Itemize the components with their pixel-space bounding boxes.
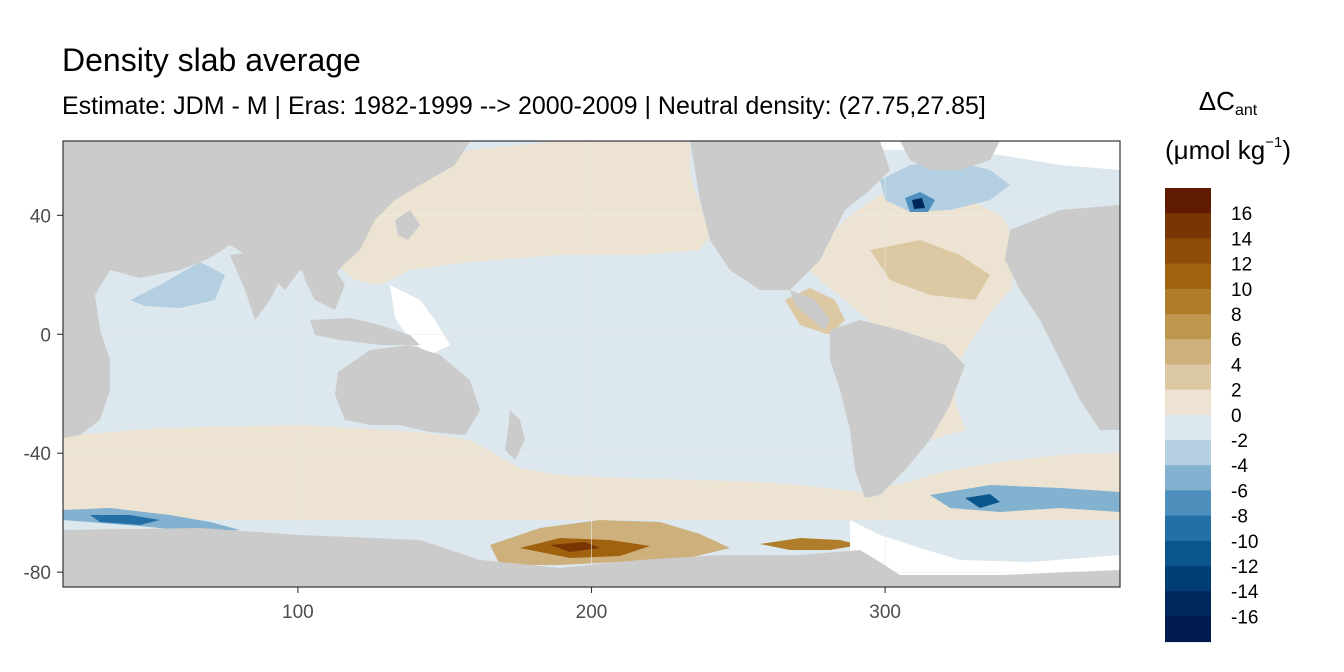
legend-swatch	[1165, 263, 1211, 290]
legend-swatch	[1165, 414, 1211, 441]
y-tick-label: -40	[24, 444, 51, 465]
y-axis: 40 0 -40 -80	[24, 206, 63, 584]
legend-unit-sup: −1	[1265, 134, 1283, 151]
legend-unit-suffix: )	[1282, 135, 1291, 165]
land-central-america	[790, 290, 830, 330]
legend-label: -6	[1231, 481, 1248, 502]
missing-data-area	[850, 520, 1120, 587]
arabian-sea-region	[130, 262, 225, 308]
legend-swatch	[1165, 465, 1211, 491]
x-tick-label: 200	[576, 602, 608, 623]
legend-swatch	[1165, 616, 1211, 643]
land-eurasia-africa	[63, 141, 470, 438]
legend-label: -14	[1231, 582, 1259, 603]
legend-unit-prefix: (μmol kg	[1165, 135, 1266, 165]
missing-data-area	[390, 285, 450, 355]
legend-label: 0	[1231, 406, 1242, 427]
legend-swatch	[1165, 238, 1211, 265]
map-panel	[63, 141, 1120, 587]
legend-label: -16	[1231, 607, 1258, 628]
north-atlantic-region	[800, 185, 1020, 440]
indian-sector-streak-core	[90, 515, 160, 525]
chart-subtitle: Estimate: JDM - M | Eras: 1982-1999 --> …	[62, 92, 986, 120]
legend-swatch	[1165, 364, 1211, 391]
legend-label: -10	[1231, 532, 1258, 553]
legend-swatch	[1165, 490, 1211, 517]
legend-label: 14	[1231, 229, 1253, 250]
land-greenland	[900, 141, 1000, 170]
atlantic-patch	[870, 240, 990, 300]
legend-swatch	[1165, 188, 1211, 214]
land-indochina	[300, 260, 345, 310]
land-japan	[395, 210, 420, 240]
legend: 16 14 12 10 8 6 4 2 0 -2 -4 -6 -8 -10 -12 -14 -16	[1165, 188, 1259, 643]
legend-label: 4	[1231, 355, 1242, 376]
legend-label: 10	[1231, 280, 1252, 301]
land-antarctica	[63, 528, 1120, 587]
land-masses	[63, 141, 1120, 587]
legend-swatch	[1165, 591, 1211, 617]
legend-label: 16	[1231, 204, 1252, 225]
x-tick-label: 300	[869, 602, 901, 623]
chart-title: Density slab average	[62, 42, 361, 78]
legend-swatch	[1165, 339, 1211, 365]
legend-swatch	[1165, 314, 1211, 340]
land-new-zealand	[505, 410, 525, 460]
land-africa-east	[1005, 205, 1120, 430]
y-tick-label: 40	[30, 206, 51, 227]
legend-title-subscript: ant	[1234, 102, 1258, 119]
legend-swatch	[1165, 389, 1211, 416]
land-india	[230, 250, 285, 320]
legend-swatch	[1165, 213, 1211, 239]
x-axis: 100 200 300	[282, 587, 901, 623]
land-north-america	[690, 141, 890, 290]
x-tick-label: 100	[282, 602, 314, 623]
land-australia	[335, 345, 480, 435]
legend-label: -8	[1231, 507, 1248, 528]
ross-shelf-max	[550, 542, 600, 552]
legend-label: -4	[1231, 456, 1248, 477]
y-tick-label: 0	[40, 325, 51, 346]
y-tick-label: -80	[24, 563, 51, 584]
legend-label: -2	[1231, 431, 1248, 452]
legend-title-main: ΔC	[1198, 86, 1235, 116]
atlantic-sector-streak-core	[965, 494, 1000, 508]
legend-swatch	[1165, 440, 1211, 466]
legend-swatch	[1165, 566, 1211, 592]
southern-ocean-band	[63, 425, 1120, 520]
land-south-america	[830, 320, 965, 498]
legend-title: ΔCant	[1140, 86, 1316, 120]
legend-swatch	[1165, 515, 1211, 542]
legend-swatch	[1165, 288, 1211, 315]
legend-label: 2	[1231, 381, 1242, 402]
legend-swatch	[1165, 540, 1211, 567]
legend-label: 6	[1231, 330, 1242, 351]
legend-label: -12	[1231, 557, 1258, 578]
bellingshausen-region	[760, 538, 860, 550]
land-indonesia	[310, 318, 420, 345]
legend-label: 8	[1231, 305, 1242, 326]
legend-label: 12	[1231, 255, 1252, 276]
legend-unit: (μmol kg−1)	[1140, 134, 1316, 166]
labrador-sea-min	[912, 198, 925, 209]
